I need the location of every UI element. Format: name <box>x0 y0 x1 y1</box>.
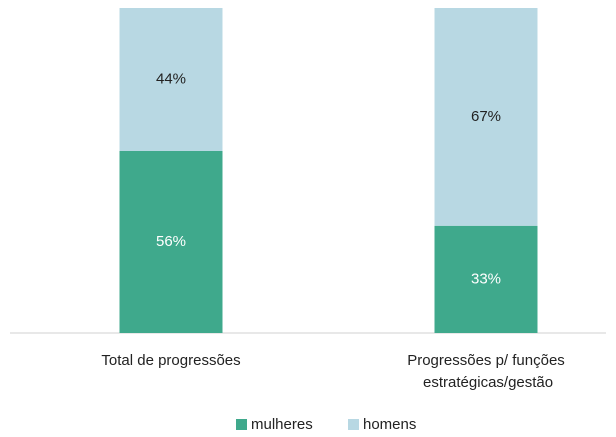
legend-swatch <box>236 419 247 430</box>
bar-segment <box>119 151 223 333</box>
data-label: 33% <box>471 270 501 287</box>
legend-swatch <box>348 419 359 430</box>
x-tick-label: Total de progressões <box>101 352 240 369</box>
data-label: 67% <box>471 108 501 125</box>
bar-segment <box>434 8 538 226</box>
x-tick-label: Progressões p/ funções estratégicas/gest… <box>407 352 565 391</box>
data-label: 56% <box>156 233 186 250</box>
legend-label: homens <box>363 416 416 433</box>
legend-label: mulheres <box>251 416 313 433</box>
data-label: 44% <box>156 70 186 87</box>
bar-segment <box>119 8 223 151</box>
bar-segment <box>434 225 538 333</box>
